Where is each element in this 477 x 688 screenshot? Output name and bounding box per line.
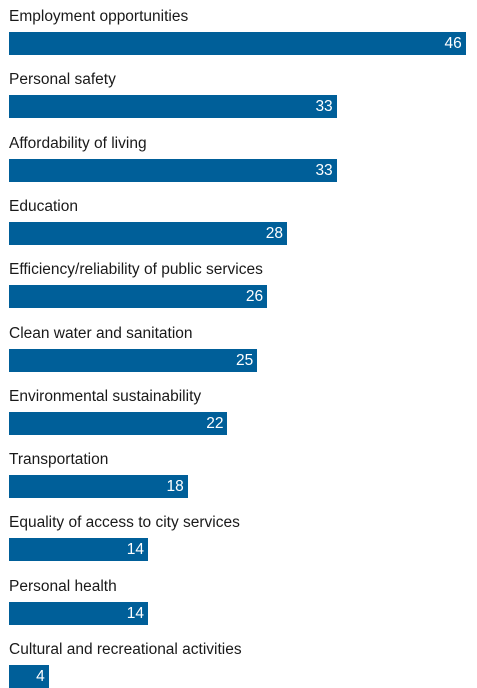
category-label: Efficiency/reliability of public service… [9,261,263,279]
value-label: 26 [245,288,264,306]
value-label: 25 [236,351,254,369]
bar: 25 [9,348,258,372]
category-label: Personal safety [9,71,116,89]
value-label: 33 [315,98,333,116]
category-label: Equality of access to city services [9,514,240,532]
value-label: 33 [315,161,333,179]
value-label: 14 [126,604,145,622]
category-label: Clean water and sanitation [9,324,193,342]
bar: 22 [9,411,228,435]
bar: 18 [9,475,188,499]
category-label: Employment opportunities [9,8,189,25]
value-label: 14 [126,541,145,559]
bar: 28 [9,221,288,245]
category-label: Affordability of living [9,134,147,152]
category-label: Environmental sustainability [9,387,202,405]
bar: 46 [9,32,466,55]
value-label: 22 [206,414,224,432]
value-label: 4 [36,668,45,685]
value-label: 46 [444,35,462,52]
category-label: Cultural and recreational activities [9,641,242,658]
bar: 4 [9,665,49,688]
category-label: Personal health [9,577,117,595]
bar: 14 [9,538,149,562]
value-label: 18 [166,478,184,496]
bar: 33 [9,158,337,182]
category-label: Education [9,197,78,215]
value-label: 28 [265,224,284,242]
category-label: Transportation [9,451,109,469]
bar: 33 [9,95,337,119]
bar: 26 [9,285,268,309]
bar: 14 [9,601,149,625]
